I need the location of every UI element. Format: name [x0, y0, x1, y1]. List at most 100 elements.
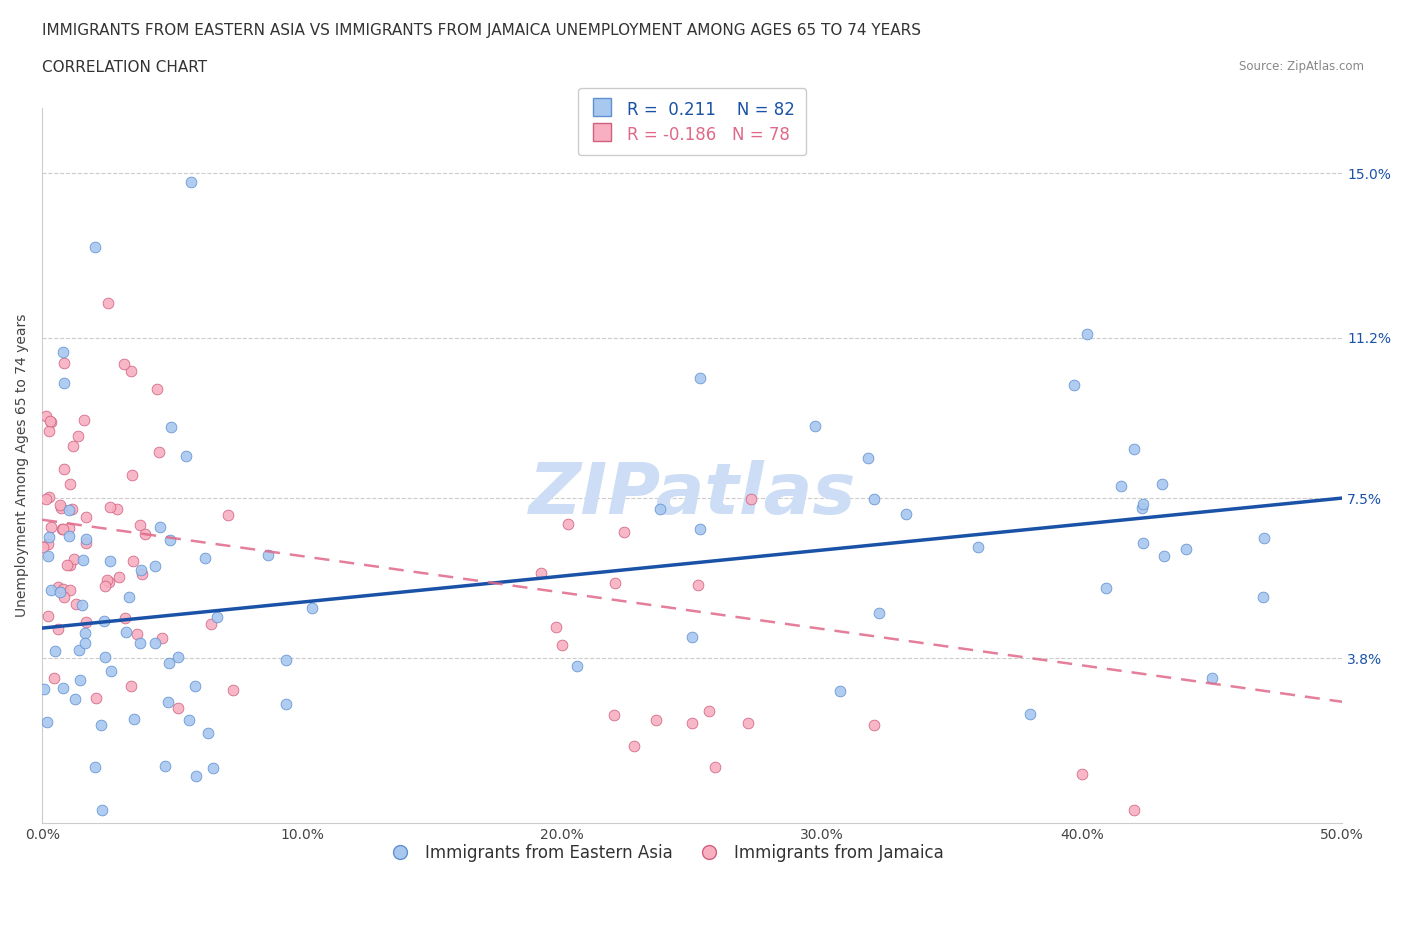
- Point: [69, 673, 91, 688]
- Point: [114, 357, 136, 372]
- Point: [121, 468, 143, 483]
- Point: [274, 697, 297, 711]
- Point: [180, 174, 202, 189]
- Point: [75, 510, 97, 525]
- Point: [35, 408, 58, 423]
- Text: IMMIGRANTS FROM EASTERN ASIA VS IMMIGRANTS FROM JAMAICA UNEMPLOYMENT AMONG AGES : IMMIGRANTS FROM EASTERN ASIA VS IMMIGRAN…: [42, 23, 921, 38]
- Point: [46, 579, 69, 594]
- Point: [1123, 442, 1146, 457]
- Point: [129, 635, 152, 650]
- Point: [1123, 803, 1146, 817]
- Point: [96, 573, 118, 588]
- Point: [156, 695, 179, 710]
- Point: [201, 761, 224, 776]
- Point: [97, 296, 120, 311]
- Point: [1132, 536, 1154, 551]
- Point: [59, 477, 82, 492]
- Point: [59, 582, 82, 597]
- Point: [39, 520, 62, 535]
- Point: [73, 635, 96, 650]
- Point: [114, 610, 136, 625]
- Point: [127, 627, 149, 642]
- Point: [52, 522, 75, 537]
- Point: [58, 502, 80, 517]
- Point: [84, 691, 107, 706]
- Point: [51, 500, 73, 515]
- Point: [1111, 478, 1133, 493]
- Point: [44, 644, 66, 658]
- Point: [52, 345, 75, 360]
- Point: [603, 708, 626, 723]
- Point: [66, 429, 89, 444]
- Point: [197, 725, 219, 740]
- Point: [53, 376, 76, 391]
- Point: [46, 621, 69, 636]
- Point: [129, 563, 152, 578]
- Point: [97, 575, 120, 590]
- Point: [120, 364, 142, 379]
- Point: [148, 445, 170, 459]
- Point: [184, 679, 207, 694]
- Point: [122, 553, 145, 568]
- Point: [217, 507, 239, 522]
- Point: [1071, 766, 1094, 781]
- Point: [84, 239, 107, 254]
- Point: [804, 418, 827, 433]
- Point: [67, 643, 90, 658]
- Point: [72, 552, 94, 567]
- Point: [53, 461, 76, 476]
- Point: [75, 626, 97, 641]
- Point: [557, 517, 579, 532]
- Text: ZIPatlas: ZIPatlas: [529, 459, 856, 528]
- Point: [157, 655, 180, 670]
- Point: [1251, 590, 1274, 604]
- Point: [828, 684, 851, 698]
- Point: [49, 584, 72, 599]
- Point: [35, 492, 58, 507]
- Point: [37, 549, 59, 564]
- Point: [689, 370, 711, 385]
- Point: [84, 760, 107, 775]
- Point: [1132, 500, 1154, 515]
- Point: [75, 615, 97, 630]
- Point: [58, 529, 80, 544]
- Point: [115, 625, 138, 640]
- Point: [32, 539, 55, 554]
- Point: [38, 424, 60, 439]
- Point: [1153, 549, 1175, 564]
- Point: [65, 691, 87, 706]
- Point: [159, 533, 181, 548]
- Point: [1175, 541, 1198, 556]
- Point: [98, 499, 121, 514]
- Point: [301, 601, 323, 616]
- Point: [177, 712, 200, 727]
- Point: [53, 356, 76, 371]
- Point: [1253, 530, 1275, 545]
- Point: [544, 619, 567, 634]
- Point: [856, 450, 879, 465]
- Text: Source: ZipAtlas.com: Source: ZipAtlas.com: [1239, 60, 1364, 73]
- Point: [174, 448, 197, 463]
- Point: [160, 419, 183, 434]
- Point: [1095, 581, 1118, 596]
- Point: [689, 522, 711, 537]
- Point: [737, 715, 759, 730]
- Point: [143, 635, 166, 650]
- Point: [697, 703, 720, 718]
- Point: [150, 631, 173, 645]
- Point: [120, 679, 142, 694]
- Point: [63, 551, 86, 566]
- Point: [94, 649, 117, 664]
- Point: [704, 760, 727, 775]
- Point: [91, 803, 114, 817]
- Point: [56, 557, 79, 572]
- Point: [613, 525, 636, 539]
- Point: [37, 608, 59, 623]
- Point: [167, 650, 190, 665]
- Point: [93, 614, 115, 629]
- Point: [623, 739, 645, 754]
- Point: [118, 590, 141, 604]
- Point: [1132, 497, 1154, 512]
- Point: [863, 492, 886, 507]
- Point: [153, 759, 176, 774]
